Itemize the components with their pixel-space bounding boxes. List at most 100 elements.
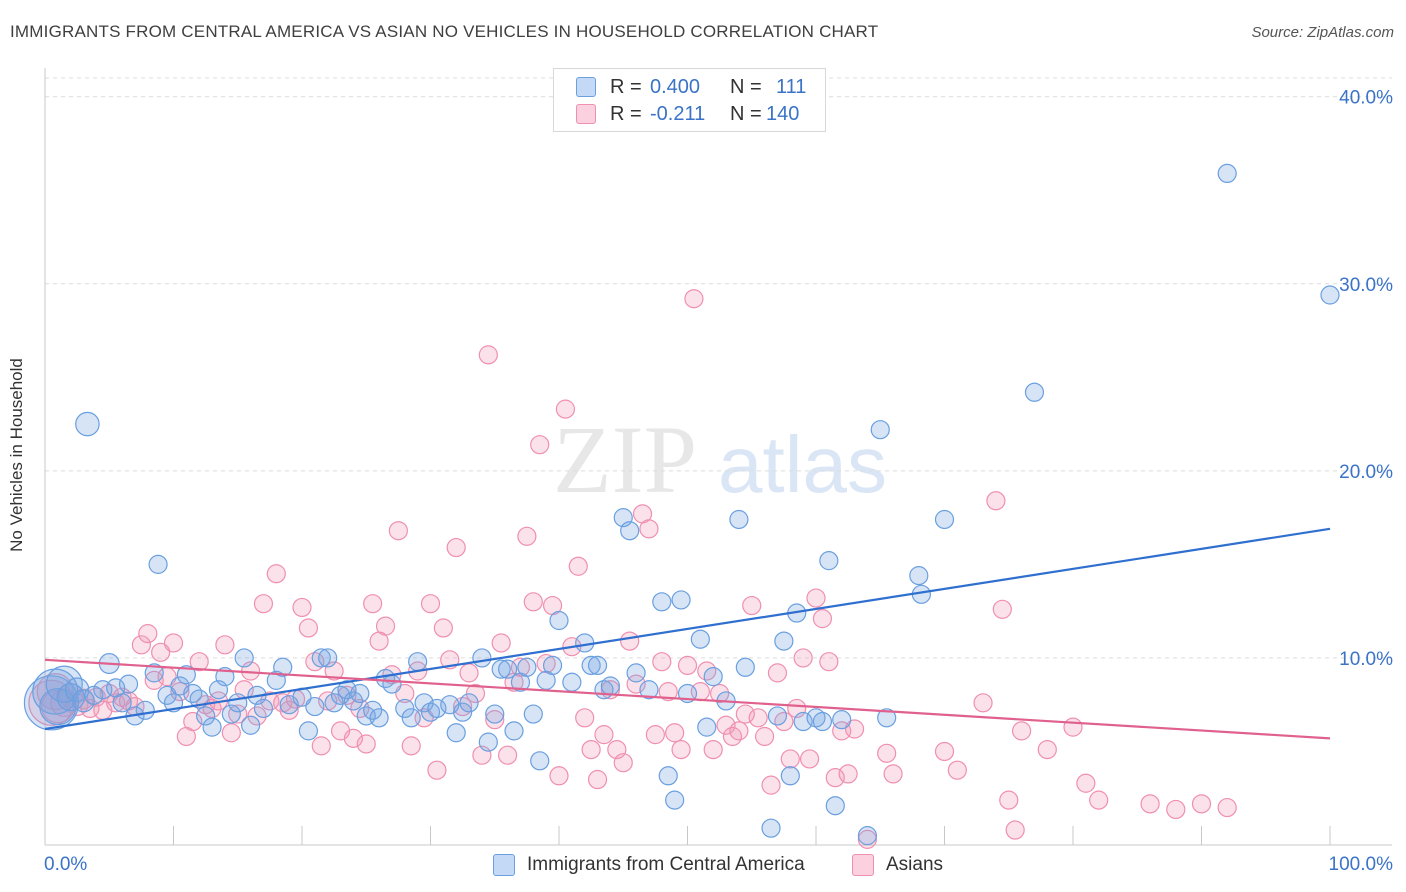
asians-point [420,594,441,614]
asians-point [703,739,723,760]
central-america-point [273,657,293,677]
asians-point [754,726,775,747]
asians-point [1063,717,1083,737]
central-america-trend-line [44,527,1331,731]
central-america-point [157,685,177,705]
central-america-point [401,708,421,728]
asians-point [253,594,274,614]
asians-point [1037,739,1057,760]
asians-point [658,681,678,702]
central-america-point [324,693,344,713]
central-america-point [343,691,363,711]
asians-point [247,706,267,726]
asians-point [587,769,608,790]
legend-swatch-pink [576,104,596,124]
central-america-point [626,663,646,683]
asians-point [806,588,826,608]
asians-point [523,592,543,612]
central-america-point [562,672,582,692]
central-america-point [118,674,139,694]
asians-point [138,624,158,644]
asians-point [215,635,235,655]
asians-point [459,663,479,683]
asians-point [999,790,1019,810]
central-america-point [825,796,845,816]
asians-point [401,736,421,756]
central-america-point [819,551,839,571]
asians-point [1166,799,1186,820]
central-america-point [581,655,601,676]
asians-point [986,491,1006,511]
central-america-point [1320,285,1340,305]
asians-point [575,708,595,728]
central-america-point [478,732,498,752]
asians-point [1076,773,1096,793]
central-america-point [934,509,955,530]
central-america-point [1024,382,1045,402]
central-america-point [305,696,325,717]
central-america-point [517,657,537,677]
central-america-point [408,652,428,672]
asians-point [555,399,576,419]
legend-row-asians: R = -0.211 N = 140 [576,102,799,126]
central-america-point [498,659,518,679]
central-america-point [84,685,104,705]
source-label: Source: ZipAtlas.com [1251,24,1394,41]
central-america-point [221,704,241,724]
central-america-point [196,706,216,726]
central-america-point [549,610,569,631]
central-america-point [369,708,389,728]
central-america-point [767,706,788,726]
central-america-point [176,665,196,685]
asians-point [292,597,312,618]
central-america-point [832,710,852,730]
asians-trend-line [44,658,1331,740]
central-america-point [64,677,90,703]
asians-point [491,633,511,653]
asians-point [613,753,633,773]
central-america-point [620,521,640,541]
central-america-point [658,766,678,786]
legend-label-central-america: Immigrants from Central America [527,854,805,875]
central-america-point [761,818,781,838]
asians-point [1217,797,1237,818]
central-america-point [363,700,383,720]
asians-point [729,721,749,741]
y-axis-label: No Vehicles in Household [7,358,26,552]
asians-point [356,734,376,754]
asians-point [568,556,588,576]
central-america-point [703,667,723,687]
asians-point [819,652,839,672]
central-america-point [144,663,164,683]
central-america-point [472,648,492,668]
y-tick-label: 20.0% [1339,462,1393,483]
asians-point [478,345,498,365]
legend-item-asians: Asians [852,852,943,878]
watermark-atlas: atlas [718,420,887,509]
asians-point [1191,794,1212,814]
legend-r-label: R = [610,102,642,125]
central-america-point [72,689,95,713]
central-america-point [665,790,685,810]
asians-point [812,609,833,629]
asians-point [446,537,466,558]
asians-point [748,708,768,728]
central-america-point [350,683,370,704]
legend-swatch-blue [493,854,515,876]
central-america-point [812,711,833,732]
asians-point [780,749,800,769]
central-america-point [600,676,621,696]
asians-point [363,594,383,614]
legend-swatch-pink [852,854,874,876]
central-america-point [690,629,710,649]
central-america-point [671,590,691,610]
legend-n-label: N = [730,102,762,125]
central-america-point [253,698,274,719]
asians-point [517,526,537,546]
central-america-point [877,708,897,728]
y-tick-label: 30.0% [1339,275,1393,296]
correlation-legend: R = 0.400 N = 111 R = -0.211 N = 140 [553,68,826,132]
central-america-point [395,698,415,719]
central-america-point [542,655,563,676]
central-america-point [453,702,473,722]
